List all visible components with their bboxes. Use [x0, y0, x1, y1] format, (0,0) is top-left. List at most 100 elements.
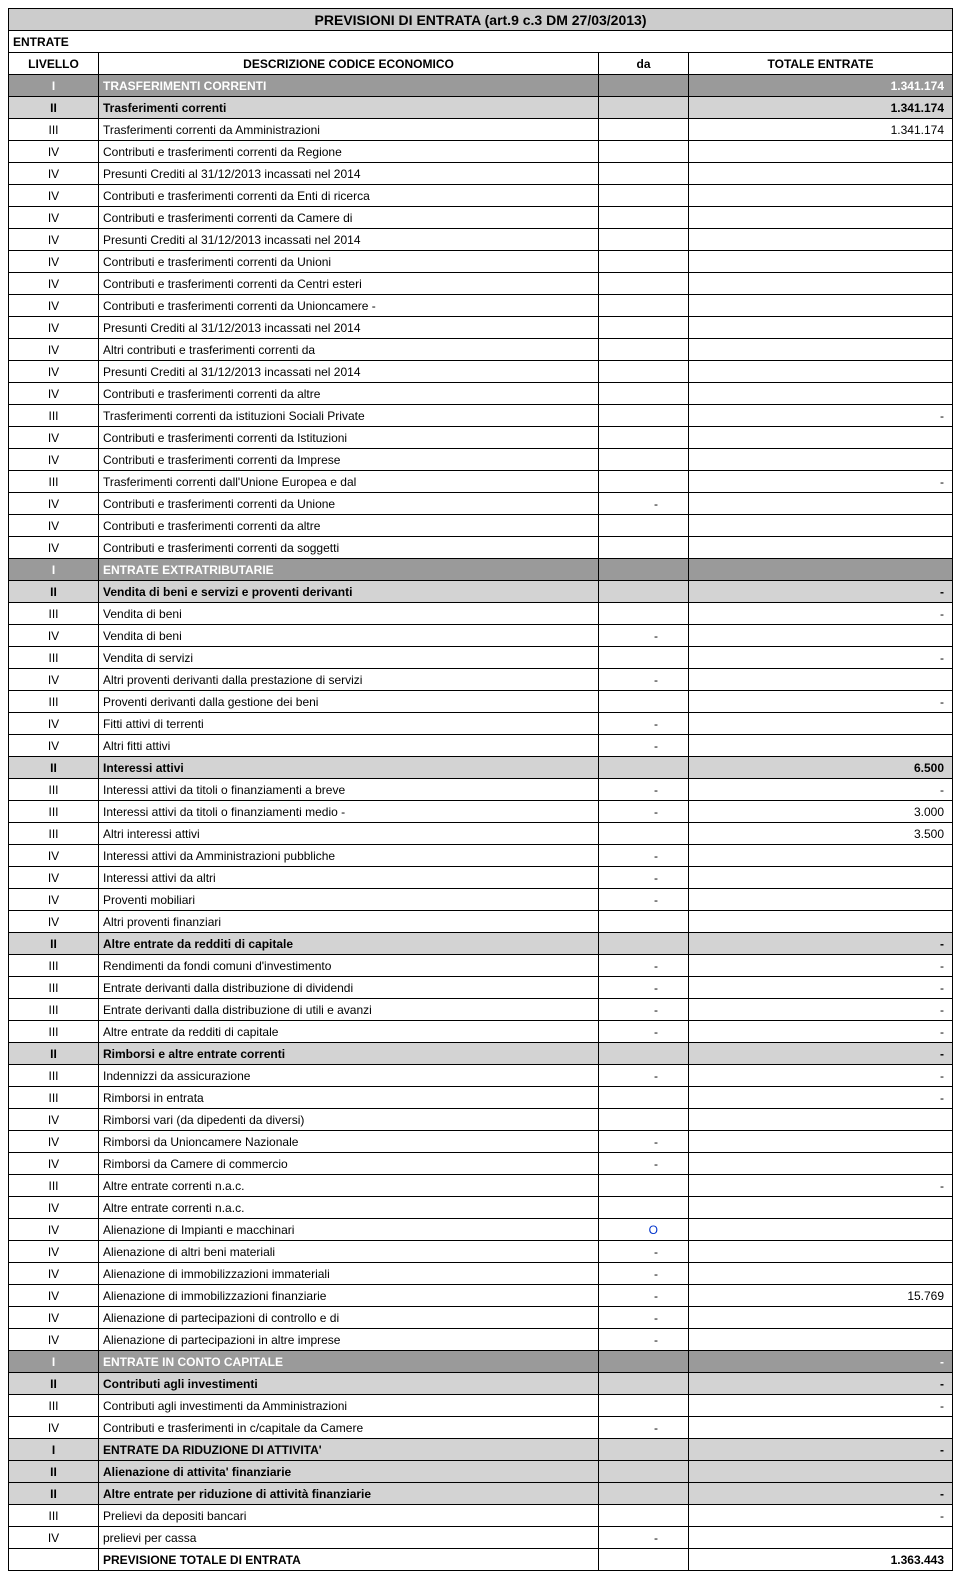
- da-cell: -: [599, 779, 689, 801]
- da-cell: [599, 317, 689, 339]
- da-cell: [599, 97, 689, 119]
- da-cell: [599, 295, 689, 317]
- desc-cell: Altre entrate per riduzione di attività …: [99, 1483, 599, 1505]
- level-cell: IV: [9, 295, 99, 317]
- tot-cell: [689, 1307, 953, 1329]
- desc-cell: TRASFERIMENTI CORRENTI: [99, 75, 599, 97]
- table-row: IIIEntrate derivanti dalla distribuzione…: [9, 977, 953, 999]
- tot-cell: [689, 1153, 953, 1175]
- tot-cell: -: [689, 603, 953, 625]
- level-cell: I: [9, 1351, 99, 1373]
- level-cell: IV: [9, 251, 99, 273]
- level-cell: III: [9, 999, 99, 1021]
- table-row: IIIAltre entrate da redditi di capitale-…: [9, 1021, 953, 1043]
- da-cell: -: [599, 1527, 689, 1549]
- desc-cell: Contributi e trasferimenti correnti da E…: [99, 185, 599, 207]
- table-row: IENTRATE EXTRATRIBUTARIE: [9, 559, 953, 581]
- tot-cell: 1.363.443: [689, 1549, 953, 1571]
- da-cell: [599, 911, 689, 933]
- tot-cell: -: [689, 1483, 953, 1505]
- level-cell: IV: [9, 383, 99, 405]
- desc-cell: Interessi attivi: [99, 757, 599, 779]
- level-cell: I: [9, 559, 99, 581]
- tot-cell: [689, 1329, 953, 1351]
- table-row: IVprelievi per cassa-: [9, 1527, 953, 1549]
- table-row: IVContributi e trasferimenti correnti da…: [9, 449, 953, 471]
- level-cell: III: [9, 1395, 99, 1417]
- level-cell: IV: [9, 163, 99, 185]
- tot-cell: [689, 625, 953, 647]
- table-row: IVContributi e trasferimenti correnti da…: [9, 295, 953, 317]
- tot-cell: -: [689, 471, 953, 493]
- table-row: IVInteressi attivi da Amministrazioni pu…: [9, 845, 953, 867]
- level-cell: IV: [9, 625, 99, 647]
- da-cell: [599, 75, 689, 97]
- tot-cell: [689, 1263, 953, 1285]
- da-cell: [599, 1439, 689, 1461]
- da-cell: -: [599, 1131, 689, 1153]
- tot-cell: 3.000: [689, 801, 953, 823]
- tot-cell: [689, 449, 953, 471]
- level-cell: IV: [9, 1241, 99, 1263]
- level-cell: III: [9, 955, 99, 977]
- desc-cell: Contributi e trasferimenti correnti da I…: [99, 427, 599, 449]
- desc-cell: Altri proventi derivanti dalla prestazio…: [99, 669, 599, 691]
- level-cell: IV: [9, 1329, 99, 1351]
- level-cell: IV: [9, 515, 99, 537]
- da-cell: [599, 1483, 689, 1505]
- da-cell: [599, 339, 689, 361]
- level-cell: III: [9, 1065, 99, 1087]
- table-row: IIIVendita di servizi-: [9, 647, 953, 669]
- table-row: IENTRATE IN CONTO CAPITALE-: [9, 1351, 953, 1373]
- table-row: IVAlienazione di Impianti e macchinariO: [9, 1219, 953, 1241]
- tot-cell: -: [689, 1351, 953, 1373]
- level-cell: III: [9, 647, 99, 669]
- tot-cell: 1.341.174: [689, 97, 953, 119]
- da-cell: O: [599, 1219, 689, 1241]
- tot-cell: [689, 845, 953, 867]
- desc-cell: Rimborsi da Unioncamere Nazionale: [99, 1131, 599, 1153]
- desc-cell: Vendita di beni: [99, 603, 599, 625]
- header-desc: DESCRIZIONE CODICE ECONOMICO: [99, 53, 599, 75]
- tot-cell: [689, 207, 953, 229]
- table-row: IVAltri fitti attivi-: [9, 735, 953, 757]
- desc-cell: Interessi attivi da titoli o finanziamen…: [99, 801, 599, 823]
- table-row: IVContributi e trasferimenti correnti da…: [9, 273, 953, 295]
- table-row: IVAltre entrate correnti n.a.c.: [9, 1197, 953, 1219]
- table-row: IIIEntrate derivanti dalla distribuzione…: [9, 999, 953, 1021]
- da-cell: [599, 1197, 689, 1219]
- da-cell: -: [599, 999, 689, 1021]
- level-cell: IV: [9, 735, 99, 757]
- table-row: IVAlienazione di partecipazioni di contr…: [9, 1307, 953, 1329]
- desc-cell: Contributi e trasferimenti correnti da C…: [99, 207, 599, 229]
- table-row: IVAlienazione di partecipazioni in altre…: [9, 1329, 953, 1351]
- table-row: IIIRendimenti da fondi comuni d'investim…: [9, 955, 953, 977]
- table-row: IIInteressi attivi6.500: [9, 757, 953, 779]
- tot-cell: [689, 1461, 953, 1483]
- tot-cell: [689, 1197, 953, 1219]
- tot-cell: -: [689, 405, 953, 427]
- header-tot: TOTALE ENTRATE: [689, 53, 953, 75]
- tot-cell: -: [689, 933, 953, 955]
- desc-cell: Trasferimenti correnti da Amministrazion…: [99, 119, 599, 141]
- da-cell: [599, 515, 689, 537]
- desc-cell: Vendita di beni: [99, 625, 599, 647]
- level-cell: IV: [9, 1197, 99, 1219]
- desc-cell: Altri interessi attivi: [99, 823, 599, 845]
- desc-cell: Altre entrate correnti n.a.c.: [99, 1197, 599, 1219]
- tot-cell: -: [689, 1439, 953, 1461]
- desc-cell: Proventi mobiliari: [99, 889, 599, 911]
- table-row: IVAltri proventi finanziari: [9, 911, 953, 933]
- level-cell: IV: [9, 845, 99, 867]
- da-cell: -: [599, 1241, 689, 1263]
- level-cell: IV: [9, 141, 99, 163]
- table-row: IVRimborsi vari (da dipedenti da diversi…: [9, 1109, 953, 1131]
- desc-cell: Contributi agli investimenti da Amminist…: [99, 1395, 599, 1417]
- da-cell: [599, 1087, 689, 1109]
- level-cell: [9, 1549, 99, 1571]
- table-row: IIIIndennizzi da assicurazione--: [9, 1065, 953, 1087]
- desc-cell: Presunti Crediti al 31/12/2013 incassati…: [99, 361, 599, 383]
- table-row: IIIProventi derivanti dalla gestione dei…: [9, 691, 953, 713]
- da-cell: [599, 1505, 689, 1527]
- da-cell: -: [599, 1021, 689, 1043]
